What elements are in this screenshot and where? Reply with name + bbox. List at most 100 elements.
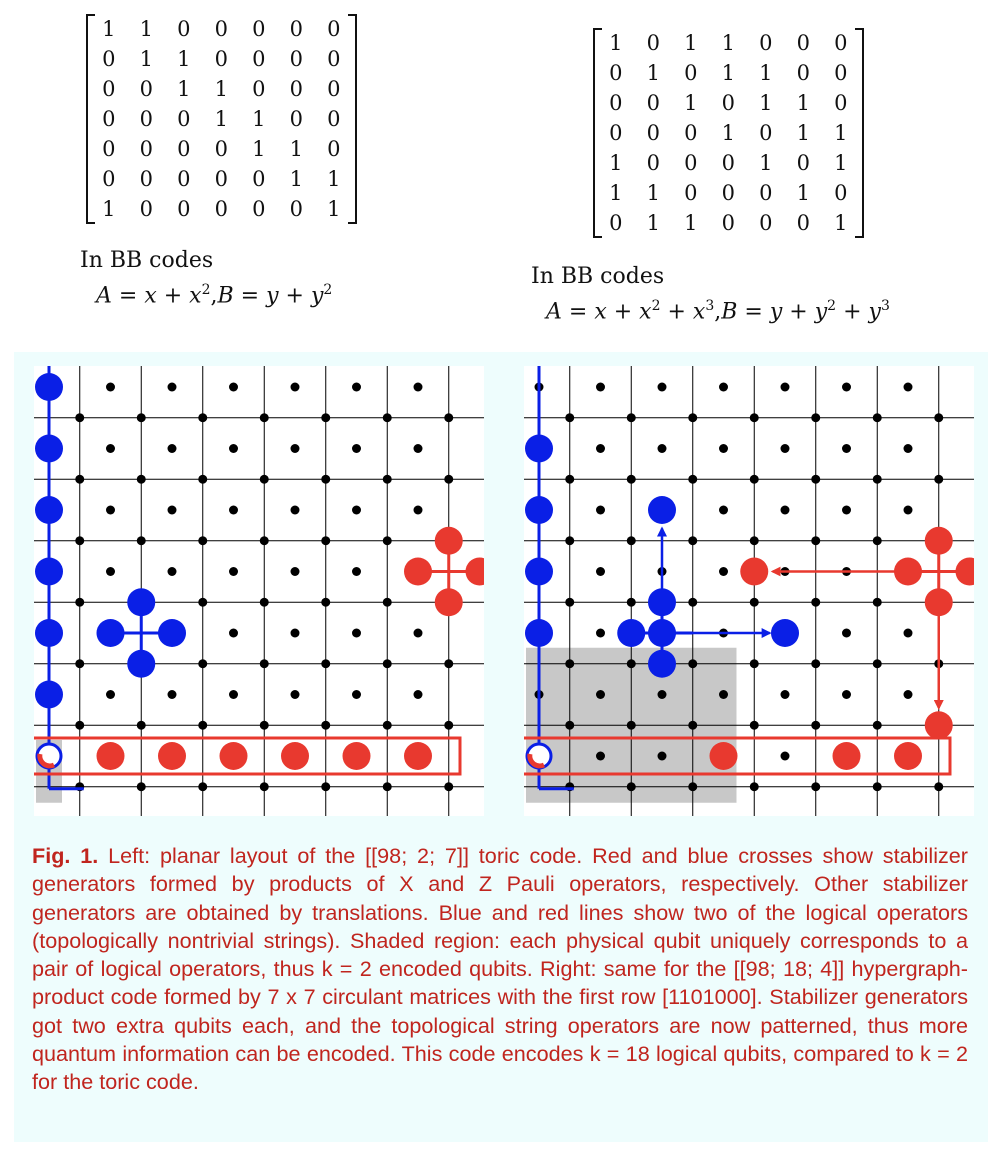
qubit-dot — [198, 720, 208, 730]
qubit-dot — [842, 628, 851, 638]
qubit-dot — [872, 536, 882, 546]
toric-code-lattice — [34, 366, 484, 816]
matrix-cell: 1 — [759, 151, 773, 175]
matrix-cell: 1 — [834, 211, 848, 235]
blue-qubit — [35, 619, 63, 647]
matrix-cell: 1 — [177, 77, 191, 101]
matrix-cell: 0 — [177, 197, 191, 221]
qubit-dot — [626, 474, 636, 484]
corner-qubit-red-arc — [527, 753, 546, 769]
matrix-cell: 0 — [252, 77, 266, 101]
qubit-dot — [842, 382, 851, 392]
matrix-cell: 0 — [721, 91, 735, 115]
qubit-dot — [688, 720, 698, 730]
qubit-dot — [596, 751, 605, 761]
qubit-dot — [167, 444, 177, 453]
qubit-dot — [229, 628, 238, 638]
matrix-cell: 0 — [252, 197, 266, 221]
matrix-cell: 0 — [177, 137, 191, 161]
hypergraph-product-lattice — [524, 366, 974, 816]
qubit-dot — [657, 751, 667, 761]
matrix-cell: 0 — [289, 17, 303, 41]
qubit-dot — [136, 782, 146, 792]
qubit-dot — [290, 505, 300, 515]
matrix-cell: 0 — [759, 31, 773, 55]
matrix-cell: 0 — [214, 167, 228, 191]
matrix-cell: 1 — [796, 121, 810, 145]
qubit-dot — [229, 382, 238, 392]
matrix-cell: 0 — [214, 137, 228, 161]
qubit-dot — [321, 659, 331, 669]
matrix-cell: 0 — [214, 47, 228, 71]
matrix-cell: 0 — [834, 31, 848, 55]
qubit-dot — [444, 720, 454, 730]
bb-formula-left: A = x + x2,B = y + y2 — [96, 282, 333, 309]
matrix-cell: 0 — [102, 47, 116, 71]
qubit-dot — [842, 444, 851, 453]
red-qubit — [404, 557, 432, 586]
matrix-right-bracket — [854, 28, 864, 238]
qubit-dot — [596, 567, 605, 576]
matrix-cell: 0 — [609, 121, 623, 145]
matrix-cell: 1 — [646, 181, 660, 205]
red-qubit — [219, 742, 248, 770]
qubit-dot — [352, 382, 361, 392]
matrix-cell: 0 — [139, 77, 153, 101]
qubit-dot — [290, 567, 300, 576]
red-qubit — [404, 742, 432, 770]
matrix-cell: 0 — [252, 167, 266, 191]
qubit-dot — [167, 567, 177, 576]
matrix-cell: 0 — [139, 167, 153, 191]
matrix-cell: 0 — [609, 61, 623, 85]
qubit-dot — [749, 659, 759, 669]
matrix-cell: 0 — [214, 197, 228, 221]
qubit-dot — [259, 597, 269, 607]
qubit-dot — [903, 690, 913, 699]
red-qubit — [281, 742, 309, 770]
blue-qubit — [35, 373, 63, 401]
red-qubit — [894, 742, 922, 770]
qubit-dot — [626, 659, 636, 669]
qubit-dot — [167, 690, 177, 699]
matrix-cell: 1 — [646, 61, 660, 85]
matrix-cell: 0 — [177, 107, 191, 131]
matrix-cell: 0 — [721, 151, 735, 175]
qubit-dot — [811, 597, 821, 607]
qubit-dot — [626, 413, 636, 423]
red-logical-box — [34, 736, 462, 776]
matrix-cell: 0 — [102, 137, 116, 161]
qubit-dot — [444, 782, 454, 792]
matrix-cell: 1 — [759, 61, 773, 85]
matrix-cell: 0 — [289, 107, 303, 131]
qubit-dot — [106, 690, 115, 699]
qubit-dot — [106, 444, 115, 453]
qubit-dot — [106, 505, 115, 515]
matrix-cell: 0 — [684, 151, 698, 175]
matrix-cell: 1 — [684, 211, 698, 235]
qubit-dot — [688, 413, 698, 423]
qubit-dot — [198, 782, 208, 792]
qubit-dot — [596, 444, 605, 453]
matrix-cell: 1 — [609, 181, 623, 205]
red-qubit — [434, 526, 463, 555]
qubit-dot — [321, 474, 331, 484]
qubit-dot — [719, 690, 728, 699]
matrix-cell: 1 — [721, 61, 735, 85]
qubit-dot — [75, 474, 85, 484]
matrix-cell: 1 — [252, 107, 266, 131]
blue-qubit — [35, 680, 63, 709]
qubit-dot — [198, 474, 208, 484]
qubit-dot — [780, 505, 790, 515]
figure-panel: Fig. 1. Left: planar layout of the [[98;… — [14, 352, 988, 1142]
blue-qubit — [525, 434, 553, 463]
qubit-dot — [413, 628, 423, 638]
qubit-dot — [719, 382, 728, 392]
matrix-cell: 0 — [177, 167, 191, 191]
qubit-dot — [934, 782, 944, 792]
